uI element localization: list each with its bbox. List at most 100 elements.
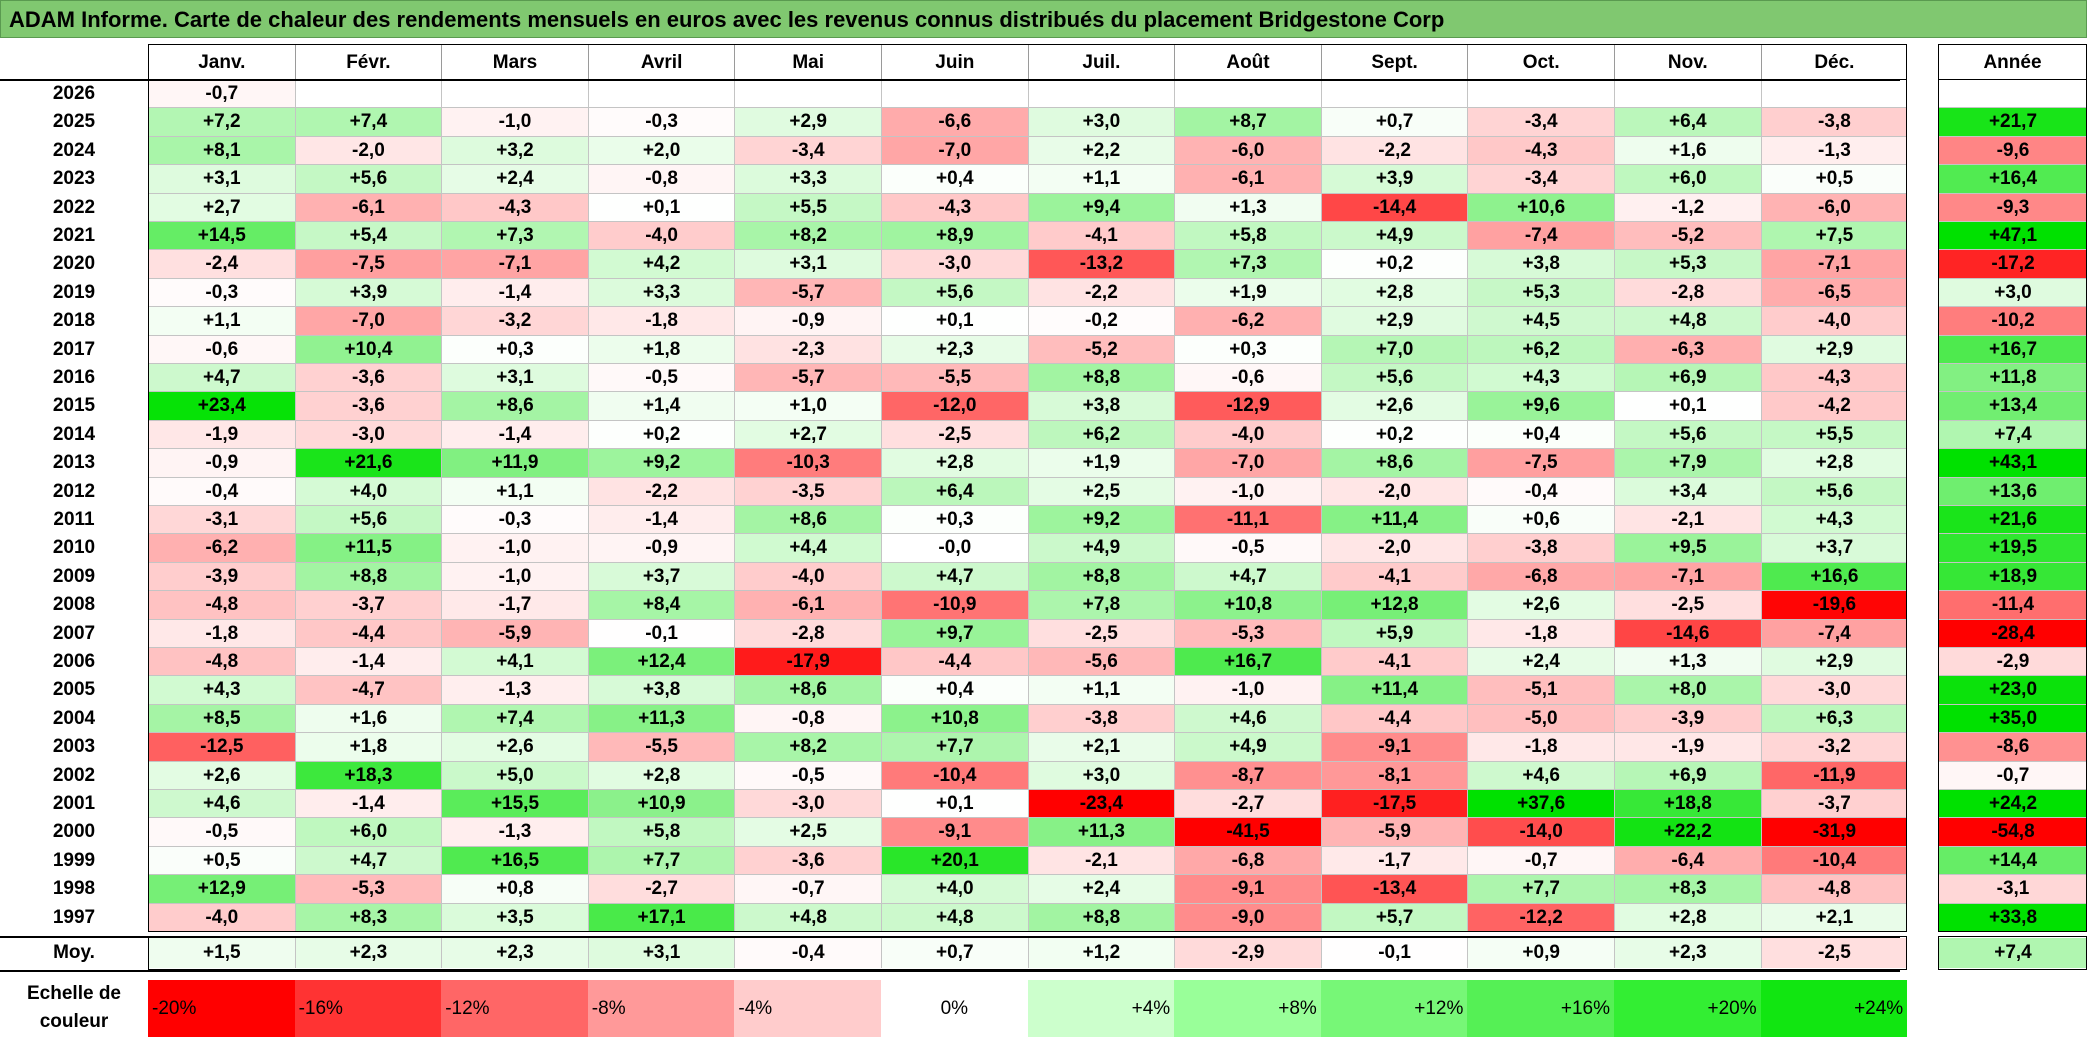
heatmap-cell: -6,4 <box>1614 846 1761 876</box>
annual-cell: -0,7 <box>1938 761 2087 790</box>
heatmap-cell: +2,9 <box>1320 307 1468 336</box>
heatmap-cell: +8,0 <box>1614 676 1761 705</box>
annual-cell: +16,7 <box>1938 335 2087 364</box>
heatmap-cell: -4,1 <box>1027 222 1175 251</box>
heatmap-cell <box>1174 80 1321 109</box>
month-header: Déc. <box>1760 44 1908 80</box>
heatmap-cell: -4,3 <box>1760 364 1908 393</box>
heatmap-cell: +2,0 <box>587 136 735 166</box>
heatmap-cell: -6,0 <box>1760 193 1908 222</box>
heatmap-cell: +12,8 <box>1320 591 1468 620</box>
heatmap-cell: +3,1 <box>441 364 588 393</box>
year-label: 2012 <box>0 477 148 506</box>
year-label: 1997 <box>0 903 148 932</box>
heatmap-cell: -10,4 <box>881 761 1028 790</box>
heatmap-cell: +2,4 <box>441 165 588 194</box>
heatmap-cell: +6,0 <box>1614 165 1761 194</box>
year-label: 2022 <box>0 193 148 222</box>
heatmap-cell: -6,1 <box>1174 165 1321 194</box>
heatmap-cell: -3,6 <box>734 846 881 876</box>
heatmap-cell: +2,1 <box>1760 903 1908 932</box>
heatmap-cell: +23,4 <box>148 392 295 421</box>
heatmap-cell: +1,8 <box>294 733 442 762</box>
heatmap-cell: -0,9 <box>587 534 735 563</box>
heatmap-cell: +4,1 <box>441 648 588 677</box>
year-label: 1999 <box>0 846 148 876</box>
annual-cell: +35,0 <box>1938 704 2087 734</box>
heatmap-cell: +2,4 <box>1467 648 1614 677</box>
year-label: 2003 <box>0 733 148 762</box>
heatmap-cell: +4,3 <box>148 676 295 705</box>
color-scale-swatch: -8% <box>587 980 735 1037</box>
heatmap-cell <box>1760 80 1908 109</box>
heatmap-cell: -1,4 <box>441 278 588 308</box>
heatmap-cell: -3,9 <box>148 562 295 592</box>
heatmap-cell: +16,6 <box>1760 562 1908 592</box>
year-label: 2004 <box>0 704 148 734</box>
heatmap-cell: +9,7 <box>881 619 1028 648</box>
heatmap-cell: -7,1 <box>1760 250 1908 279</box>
heatmap-cell: -7,0 <box>294 307 442 336</box>
annual-cell: +21,6 <box>1938 506 2087 535</box>
heatmap-cell: +0,6 <box>1467 506 1614 535</box>
annual-cell: +21,7 <box>1938 108 2087 137</box>
heatmap-cell: +2,5 <box>734 818 881 847</box>
heatmap-cell: +2,8 <box>587 761 735 790</box>
heatmap-cell: +0,4 <box>881 165 1028 194</box>
heatmap-cell: -1,3 <box>441 818 588 847</box>
heatmap-cell: -13,4 <box>1320 875 1468 904</box>
annual-cell: +13,6 <box>1938 477 2087 506</box>
annual-cell: -28,4 <box>1938 619 2087 648</box>
heatmap-cell: -10,4 <box>1760 846 1908 876</box>
heatmap-cell: +10,9 <box>587 790 735 819</box>
year-label: 2013 <box>0 449 148 478</box>
heatmap-cell: +5,9 <box>1320 619 1468 648</box>
color-scale-swatch: +8% <box>1174 980 1321 1037</box>
heatmap-cell: -2,5 <box>881 420 1028 450</box>
heatmap-cell: +1,3 <box>1614 648 1761 677</box>
heatmap-cell: -9,1 <box>881 818 1028 847</box>
heatmap-cell: -0,5 <box>587 364 735 393</box>
heatmap-cell: +10,4 <box>294 335 442 364</box>
color-scale-swatch: +12% <box>1320 980 1468 1037</box>
heatmap-cell: +8,5 <box>148 704 295 734</box>
year-label: 2006 <box>0 648 148 677</box>
heatmap-cell: +22,2 <box>1614 818 1761 847</box>
heatmap-cell: -3,0 <box>881 250 1028 279</box>
heatmap-cell: -5,7 <box>734 278 881 308</box>
heatmap-cell: -6,2 <box>148 534 295 563</box>
month-header: Oct. <box>1467 44 1614 80</box>
heatmap-cell: -0,1 <box>587 619 735 648</box>
year-label: 2001 <box>0 790 148 819</box>
color-scale-swatch: +16% <box>1467 980 1614 1037</box>
heatmap-cell: -3,0 <box>734 790 881 819</box>
average-cell: +0,7 <box>881 938 1028 968</box>
heatmap-cell: -0,7 <box>1467 846 1614 876</box>
heatmap-cell: -2,2 <box>1320 136 1468 166</box>
color-scale-swatch: +24% <box>1760 980 1908 1037</box>
heatmap-cell: +6,9 <box>1614 364 1761 393</box>
heatmap-cell: -4,4 <box>1320 704 1468 734</box>
heatmap-cell: -2,3 <box>734 335 881 364</box>
heatmap-cell: -6,8 <box>1174 846 1321 876</box>
annual-cell: +11,8 <box>1938 364 2087 393</box>
annual-cell: -2,9 <box>1938 648 2087 677</box>
heatmap-cell: +15,5 <box>441 790 588 819</box>
heatmap-cell: +8,6 <box>734 676 881 705</box>
heatmap-cell: -4,4 <box>294 619 442 648</box>
heatmap-cell: +17,1 <box>587 903 735 932</box>
heatmap-cell: +7,0 <box>1320 335 1468 364</box>
year-label: 2007 <box>0 619 148 648</box>
month-header: Nov. <box>1614 44 1761 80</box>
heatmap-cell: +3,1 <box>734 250 881 279</box>
heatmap-cell: -1,2 <box>1614 193 1761 222</box>
heatmap-cell: -3,1 <box>148 506 295 535</box>
heatmap-cell: +7,9 <box>1614 449 1761 478</box>
heatmap-cell: -0,7 <box>148 80 295 109</box>
year-label: 2018 <box>0 307 148 336</box>
heatmap-cell: -1,3 <box>1760 136 1908 166</box>
heatmap-cell: -1,8 <box>1467 619 1614 648</box>
heatmap-cell: +7,4 <box>441 704 588 734</box>
heatmap-cell: -1,7 <box>441 591 588 620</box>
heatmap-cell: -14,4 <box>1320 193 1468 222</box>
